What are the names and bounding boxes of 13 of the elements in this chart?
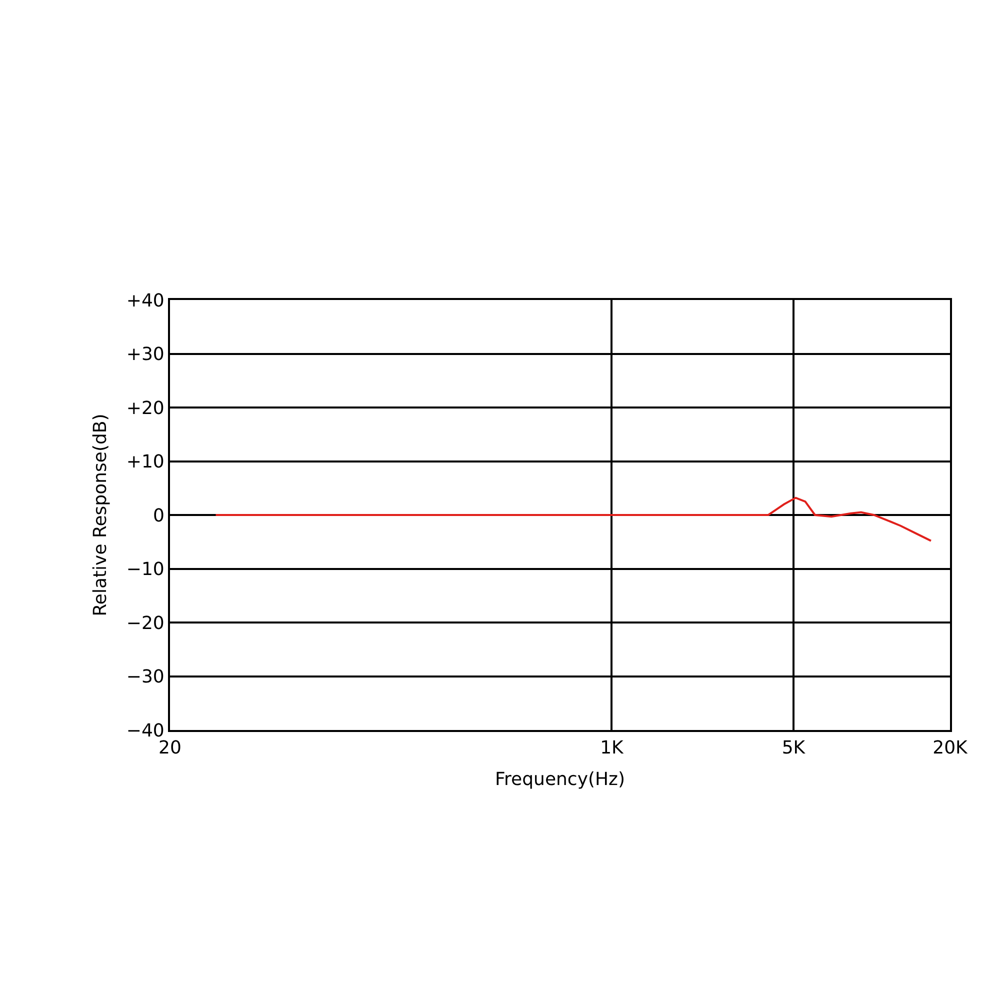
y-tick-label: −30 [126, 666, 164, 688]
y-axis-title: Relative Response(dB) [90, 414, 112, 616]
x-tick-label: 20K [932, 738, 969, 759]
y-tick-label: −20 [126, 612, 164, 634]
y-tick-label: +40 [126, 290, 164, 312]
x-tick-label: 1K [600, 738, 625, 759]
y-tick-label: −10 [126, 559, 164, 580]
y-tick-label: +20 [126, 398, 164, 419]
x-tick-label: 5K [782, 738, 806, 759]
y-tick-label: 0 [152, 505, 164, 526]
x-axis-title: Frequency(Hz) [494, 769, 626, 790]
y-tick-label: +30 [126, 344, 164, 366]
y-tick-label: +10 [126, 452, 164, 473]
